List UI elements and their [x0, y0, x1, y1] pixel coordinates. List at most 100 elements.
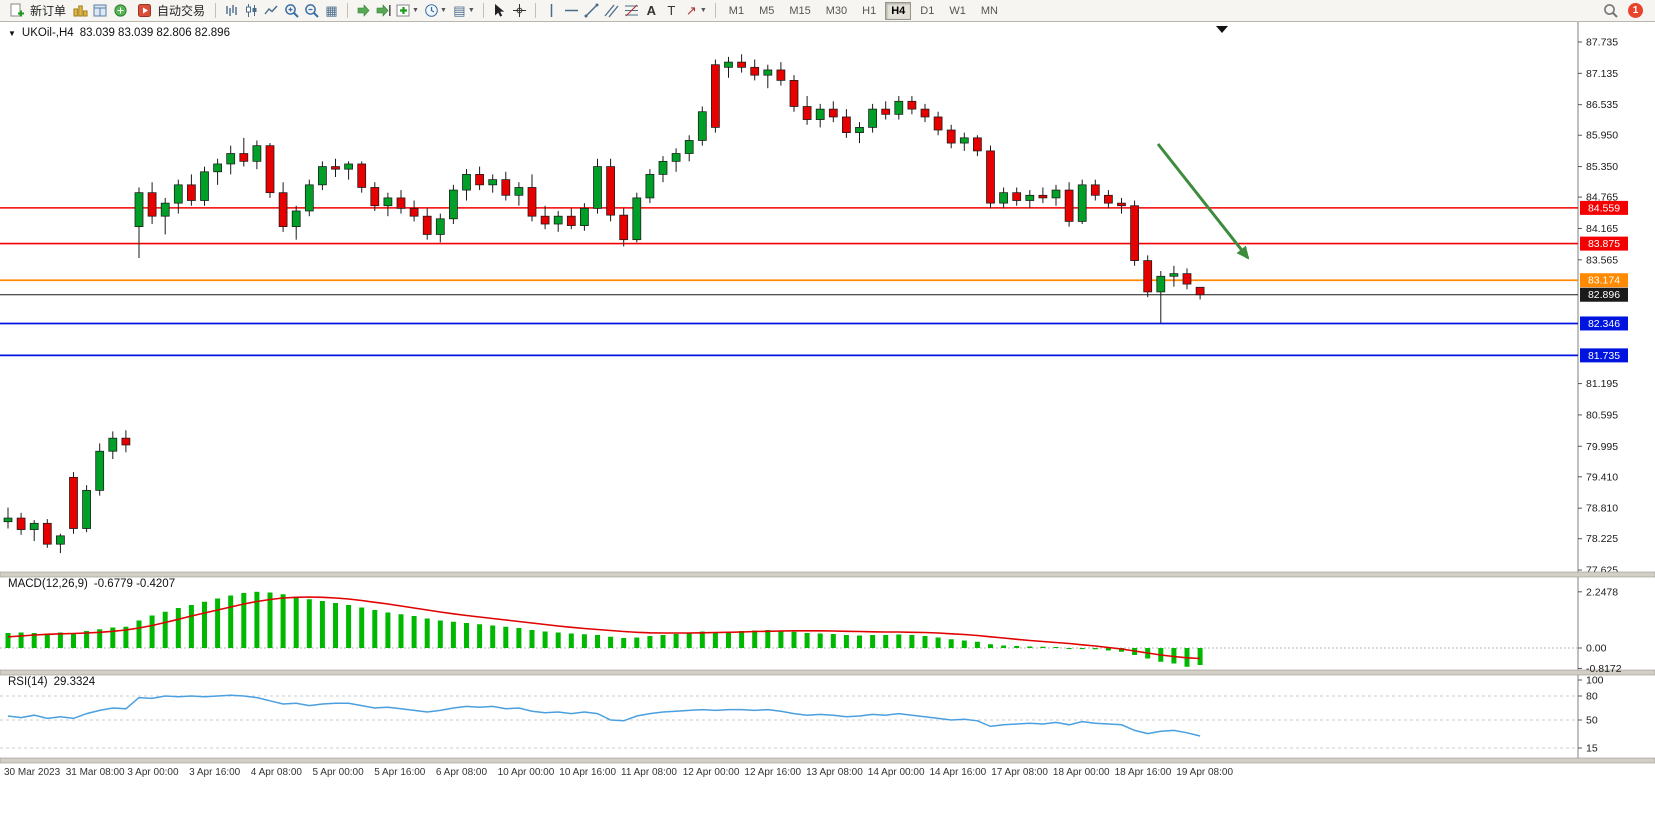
- svg-text:18 Apr 16:00: 18 Apr 16:00: [1115, 767, 1172, 778]
- new-order-icon: [8, 1, 27, 20]
- timeframe-m1-button[interactable]: M1: [728, 4, 745, 17]
- svg-text:87.735: 87.735: [1586, 37, 1618, 49]
- auto-trading-button[interactable]: 自动交易: [131, 1, 209, 21]
- svg-text:19 Apr 08:00: 19 Apr 08:00: [1176, 767, 1233, 778]
- market-watch-icon[interactable]: [71, 1, 90, 20]
- svg-text:85.350: 85.350: [1586, 161, 1618, 173]
- symbol-dropdown-icon[interactable]: ▼: [8, 28, 16, 38]
- fibonacci-tool-icon[interactable]: [622, 1, 641, 20]
- chart-bars-icon[interactable]: [222, 1, 241, 20]
- arrows-dropdown-caret[interactable]: ▼: [699, 7, 707, 14]
- symbol-label: UKOil-,H4: [21, 27, 74, 39]
- svg-text:14 Apr 00:00: 14 Apr 00:00: [868, 767, 925, 778]
- svg-text:5 Apr 00:00: 5 Apr 00:00: [313, 767, 365, 778]
- svg-text:80: 80: [1586, 691, 1598, 703]
- trend-arrow[interactable]: [1156, 143, 1250, 260]
- svg-text:11 Apr 08:00: 11 Apr 08:00: [621, 767, 677, 778]
- periods-clock-icon[interactable]: [422, 1, 441, 20]
- toolbar-separator: [215, 3, 217, 18]
- arrows-tool-icon[interactable]: ↗: [685, 3, 697, 18]
- svg-text:78.225: 78.225: [1586, 533, 1618, 545]
- svg-text:13 Apr 08:00: 13 Apr 08:00: [806, 767, 863, 778]
- navigator-icon[interactable]: [111, 1, 130, 20]
- svg-text:82.896: 82.896: [1588, 289, 1620, 301]
- annotations-layer[interactable]: [1156, 26, 1250, 260]
- svg-text:79.410: 79.410: [1586, 471, 1618, 483]
- rsi-value: 29.3324: [53, 676, 96, 688]
- channel-tool-icon[interactable]: [602, 1, 621, 20]
- new-order-button[interactable]: 新订单: [4, 1, 70, 21]
- search-icon[interactable]: [1601, 1, 1620, 20]
- tile-windows-icon[interactable]: ▦: [325, 3, 338, 18]
- zoom-out-icon[interactable]: [302, 1, 321, 20]
- ohlc-values: 83.039 83.039 82.806 82.896: [79, 27, 230, 39]
- horizontal-line-tool-icon[interactable]: [562, 1, 581, 20]
- templates-dropdown-caret[interactable]: ▼: [467, 7, 475, 14]
- svg-text:100: 100: [1586, 675, 1604, 687]
- svg-text:87.135: 87.135: [1586, 68, 1618, 80]
- toolbar-separator: [347, 3, 349, 18]
- svg-text:84.765: 84.765: [1586, 192, 1618, 204]
- svg-text:10 Apr 00:00: 10 Apr 00:00: [498, 767, 555, 778]
- svg-text:10 Apr 16:00: 10 Apr 16:00: [559, 767, 616, 778]
- svg-text:12 Apr 00:00: 12 Apr 00:00: [683, 767, 740, 778]
- macd-title: MACD(12,26,9): [8, 578, 88, 590]
- chart-canvas[interactable]: 87.735 87.135 86.535 85.950 85.350 84.765 84.1…: [0, 22, 1655, 827]
- auto-scroll-icon[interactable]: [354, 1, 373, 20]
- vertical-line-tool-icon[interactable]: [542, 1, 561, 20]
- svg-text:30 Mar 2023: 30 Mar 2023: [4, 767, 61, 778]
- svg-text:81.735: 81.735: [1588, 350, 1620, 362]
- svg-text:83.174: 83.174: [1588, 275, 1620, 287]
- chart-header: ▼ UKOil-,H4 83.039 83.039 82.806 82.896: [8, 27, 230, 39]
- indicators-add-icon[interactable]: [394, 1, 413, 20]
- svg-text:86.535: 86.535: [1586, 99, 1618, 111]
- timeframe-mn-button[interactable]: MN: [980, 4, 998, 17]
- text-tool-icon[interactable]: A: [646, 3, 657, 18]
- toolbar-right-group: 1: [1601, 1, 1651, 20]
- indicators-dropdown-caret[interactable]: ▼: [412, 7, 419, 14]
- svg-text:18 Apr 00:00: 18 Apr 00:00: [1053, 767, 1110, 778]
- svg-text:3 Apr 16:00: 3 Apr 16:00: [189, 767, 241, 778]
- svg-text:84.165: 84.165: [1586, 223, 1618, 235]
- scroll-marker[interactable]: [1216, 26, 1228, 33]
- svg-text:78.810: 78.810: [1586, 503, 1618, 515]
- svg-text:83.565: 83.565: [1586, 254, 1618, 266]
- macd-panel-label: MACD(12,26,9) -0.6779 -0.4207: [8, 578, 175, 590]
- label-tool-icon[interactable]: T: [667, 3, 676, 18]
- cursor-icon[interactable]: [490, 1, 509, 20]
- main-toolbar: 新订单 自动交易 ▦ ▼ ▼ ▤ ▼: [0, 0, 1655, 22]
- svg-text:17 Apr 08:00: 17 Apr 08:00: [991, 767, 1048, 778]
- zoom-in-icon[interactable]: [282, 1, 301, 20]
- crosshair-icon[interactable]: [510, 1, 529, 20]
- timeframe-d1-button[interactable]: D1: [920, 4, 935, 17]
- timeframe-m30-button[interactable]: M30: [825, 4, 848, 17]
- chart-area: 87.735 87.135 86.535 85.950 85.350 84.765 84.1…: [0, 22, 1655, 827]
- svg-text:80.595: 80.595: [1586, 409, 1618, 421]
- notification-badge[interactable]: 1: [1628, 3, 1643, 18]
- periods-dropdown-caret[interactable]: ▼: [439, 7, 447, 14]
- timeframe-h1-button[interactable]: H1: [862, 4, 877, 17]
- chart-candles-icon[interactable]: [242, 1, 261, 20]
- svg-text:83.875: 83.875: [1588, 238, 1620, 250]
- timeframe-m15-button[interactable]: M15: [789, 4, 811, 17]
- new-order-label: 新订单: [30, 4, 67, 18]
- trendline-tool-icon[interactable]: [582, 1, 601, 20]
- svg-text:5 Apr 16:00: 5 Apr 16:00: [374, 767, 426, 778]
- svg-text:2.2478: 2.2478: [1586, 586, 1618, 598]
- svg-text:14 Apr 16:00: 14 Apr 16:00: [930, 767, 987, 778]
- templates-icon[interactable]: ▤: [453, 3, 466, 18]
- svg-text:6 Apr 08:00: 6 Apr 08:00: [436, 767, 488, 778]
- timeframe-w1-button[interactable]: W1: [949, 4, 966, 17]
- svg-text:31 Mar 08:00: 31 Mar 08:00: [66, 767, 125, 778]
- svg-text:12 Apr 16:00: 12 Apr 16:00: [744, 767, 801, 778]
- candles-layer: [3, 54, 1205, 554]
- toolbar-separator: [534, 3, 536, 18]
- timeframe-m5-button[interactable]: M5: [759, 4, 775, 17]
- data-window-icon[interactable]: [91, 1, 110, 20]
- toolbar-separator: [714, 3, 716, 18]
- chart-line-icon[interactable]: [262, 1, 281, 20]
- svg-text:84.559: 84.559: [1588, 202, 1620, 214]
- hlines-layer[interactable]: [0, 207, 1578, 357]
- timeframe-h4-button[interactable]: H4: [885, 1, 912, 20]
- chart-shift-icon[interactable]: [374, 1, 393, 20]
